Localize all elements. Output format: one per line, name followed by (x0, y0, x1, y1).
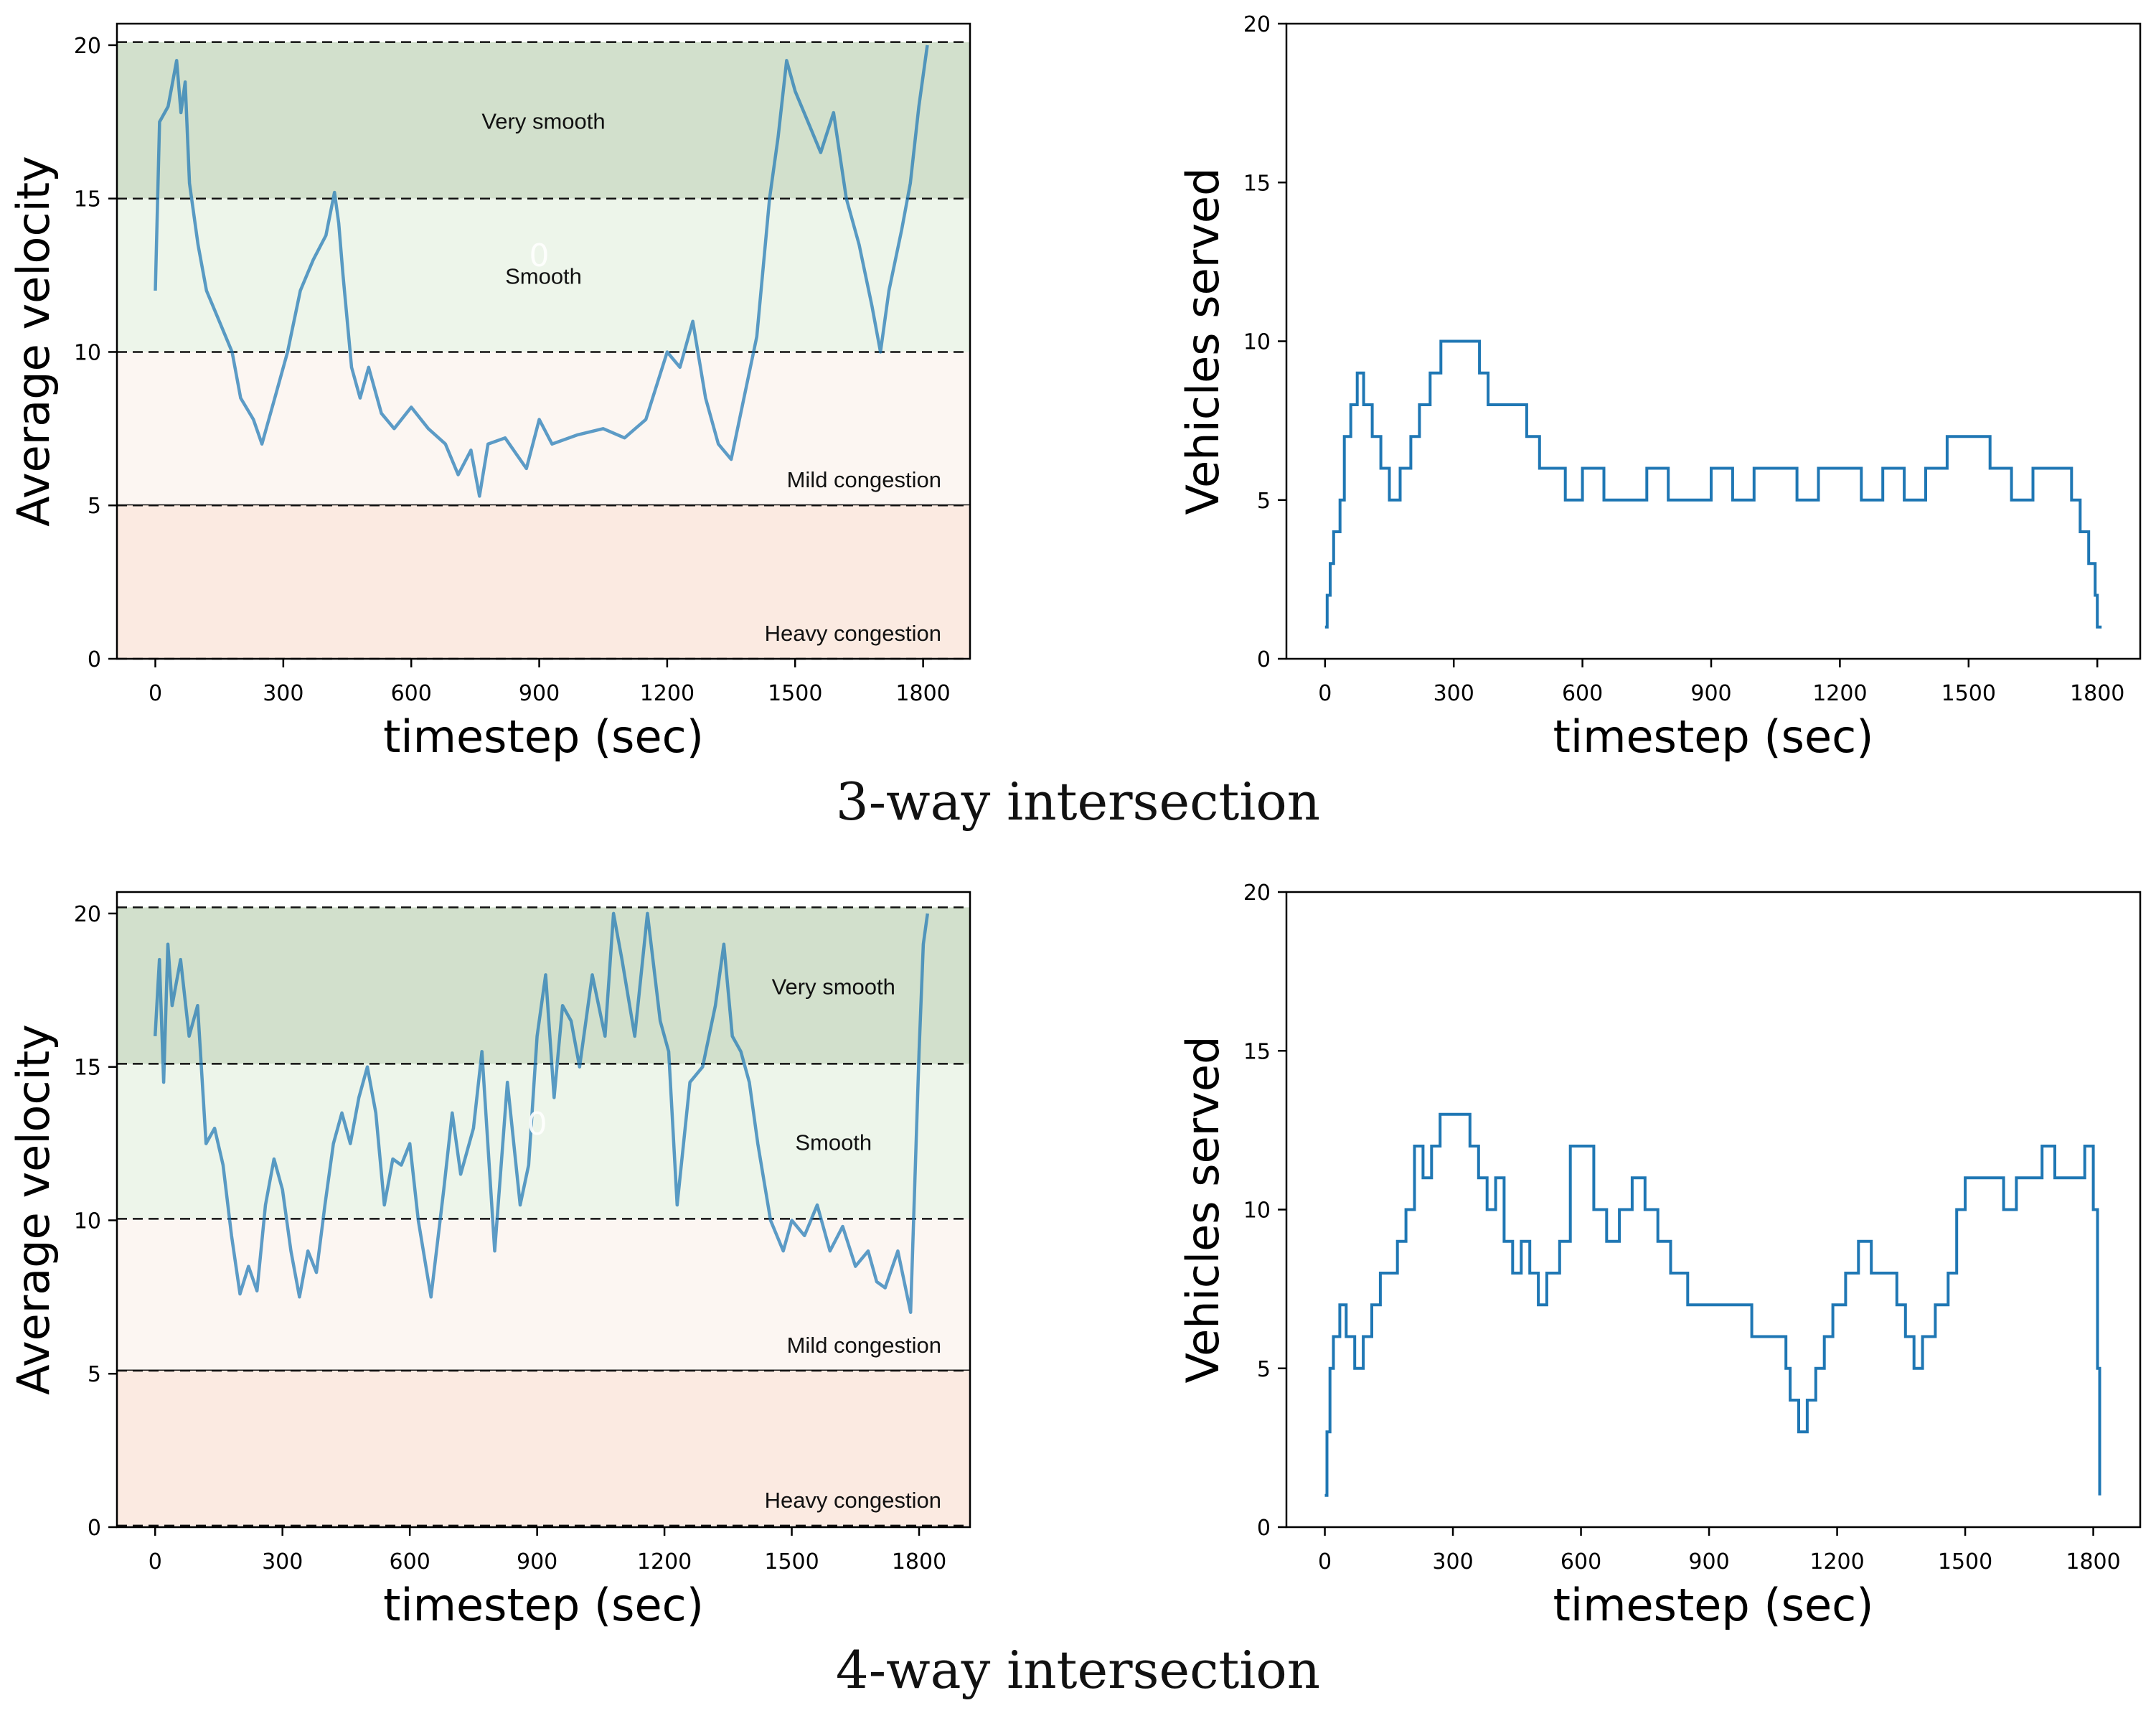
y-tick-label: 10 (74, 340, 101, 365)
x-tick-label: 1500 (768, 681, 822, 706)
x-tick-label: 1500 (764, 1549, 819, 1574)
band-1 (117, 198, 970, 352)
caption-3way: 3-way intersection (835, 771, 1321, 832)
y-tick-label: 5 (88, 1362, 101, 1387)
band-label: Heavy congestion (765, 1488, 941, 1513)
y-tick-label: 15 (1243, 1039, 1271, 1064)
chart-v3: 0 300 600 900 1200 1500 1800 0 5 10 15 20 timestep (… (7, 22, 971, 763)
y-tick-label: 15 (74, 1056, 101, 1081)
y-axis-title: Average velocity (7, 156, 60, 527)
chart-s3: 0 300 600 900 1200 1500 1800 0 5 10 15 20 timestep (… (1177, 12, 2142, 763)
band-1 (117, 1064, 970, 1219)
y-tick-label: 0 (1257, 1516, 1271, 1541)
x-axis-title: timestep (sec) (1553, 1579, 1874, 1631)
x-axis-title: timestep (sec) (1553, 710, 1874, 763)
band-label: Very smooth (481, 109, 605, 134)
y-tick-label: 15 (1243, 171, 1271, 196)
x-tick-label: 1800 (2070, 681, 2124, 706)
x-tick-label: 0 (149, 681, 162, 706)
axes-frame (116, 891, 971, 1529)
x-tick-label: 300 (263, 681, 303, 706)
y-tick-label: 10 (74, 1209, 101, 1234)
axes-frame (1285, 22, 2142, 660)
caption-4way: 4-way intersection (835, 1640, 1321, 1700)
y-tick-label: 5 (1257, 1357, 1271, 1382)
band-label: Smooth (795, 1130, 872, 1155)
x-tick-label: 600 (391, 681, 432, 706)
stray-label: 0 (527, 1106, 547, 1142)
x-tick-label: 900 (1688, 1549, 1729, 1574)
x-axis-title: timestep (sec) (383, 1579, 704, 1631)
series-line (153, 911, 930, 1314)
band-label: Mild congestion (787, 1333, 941, 1358)
y-tick-label: 20 (1243, 12, 1271, 37)
y-tick-label: 20 (74, 902, 101, 927)
series-line (154, 44, 929, 498)
band-label: Mild congestion (787, 467, 941, 492)
x-tick-label: 900 (517, 1549, 557, 1574)
band-label: Heavy congestion (765, 621, 941, 646)
x-tick-label: 300 (1434, 681, 1474, 706)
y-axis-title: Average velocity (7, 1024, 60, 1395)
x-tick-label: 600 (1562, 681, 1603, 706)
x-tick-label: 600 (1560, 1549, 1601, 1574)
x-tick-label: 1800 (895, 681, 950, 706)
y-tick-label: 20 (74, 34, 101, 59)
x-tick-label: 0 (149, 1549, 162, 1574)
x-tick-label: 1800 (892, 1549, 946, 1574)
y-tick-label: 10 (1243, 1198, 1271, 1224)
y-tick-label: 15 (74, 187, 101, 212)
x-tick-label: 1200 (640, 681, 695, 706)
series-line (1324, 339, 2102, 629)
x-tick-label: 1200 (637, 1549, 692, 1574)
y-tick-label: 0 (88, 647, 101, 672)
x-axis-title: timestep (sec) (383, 710, 704, 763)
x-tick-label: 1500 (1941, 681, 1996, 706)
y-axis-title: Vehicles served (1177, 168, 1229, 515)
axes-frame (116, 22, 971, 660)
band-label: Smooth (505, 264, 582, 289)
y-tick-label: 5 (88, 494, 101, 519)
band-0 (117, 42, 970, 199)
band-3 (117, 505, 970, 659)
chart-s4: 0 300 600 900 1200 1500 1800 0 5 10 15 20 timestep (… (1177, 881, 2142, 1631)
y-tick-label: 20 (1243, 881, 1271, 906)
y-tick-label: 10 (1243, 330, 1271, 355)
y-axis-title: Vehicles served (1177, 1036, 1229, 1384)
chart-v4: 0 300 600 900 1200 1500 1800 0 5 10 15 20 timestep (… (7, 891, 971, 1631)
y-tick-label: 0 (1257, 647, 1271, 672)
x-tick-label: 1200 (1812, 681, 1867, 706)
stray-label: 0 (529, 238, 550, 274)
x-tick-label: 900 (1690, 681, 1731, 706)
x-tick-label: 300 (1432, 1549, 1473, 1574)
x-tick-label: 900 (519, 681, 560, 706)
x-tick-label: 0 (1318, 1549, 1332, 1574)
x-tick-label: 600 (390, 1549, 430, 1574)
series-line (1324, 1112, 2101, 1497)
y-tick-label: 0 (88, 1516, 101, 1541)
y-tick-label: 5 (1257, 489, 1271, 514)
x-tick-label: 1200 (1809, 1549, 1864, 1574)
x-tick-label: 1500 (1938, 1549, 1992, 1574)
x-tick-label: 1800 (2066, 1549, 2120, 1574)
band-3 (117, 1370, 970, 1526)
x-tick-label: 300 (262, 1549, 303, 1574)
band-label: Very smooth (772, 974, 895, 999)
x-tick-label: 0 (1318, 681, 1332, 706)
